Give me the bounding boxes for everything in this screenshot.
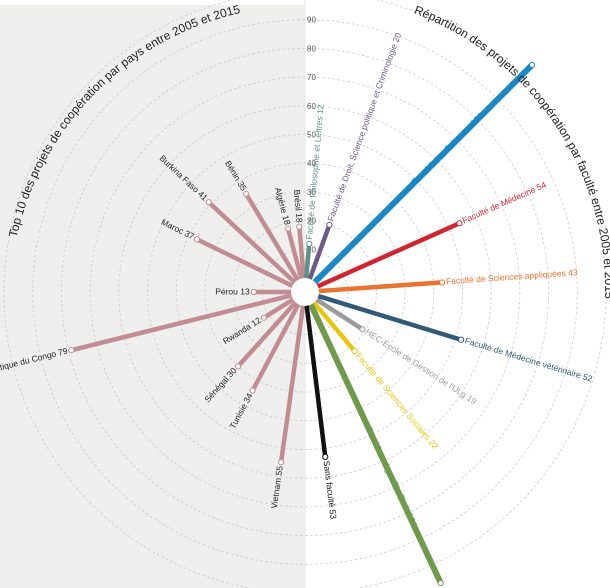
- bar-label: Sans faculté 53: [322, 460, 339, 520]
- bar: [311, 300, 357, 353]
- bar: [278, 304, 306, 463]
- bar-group: Faculté de Médecine 54: [315, 179, 548, 289]
- bar-end-marker: [306, 240, 313, 247]
- grid-circle: [32, 19, 578, 565]
- bar-group: Pérou 13: [215, 286, 292, 296]
- bar-end-marker: [249, 387, 256, 394]
- left-half-background: [0, 5, 305, 588]
- tick-label: 10: [307, 245, 316, 254]
- grid-circle: [3, 0, 607, 588]
- bar-group: Sans faculté 53: [304, 304, 339, 520]
- bar: [307, 224, 332, 281]
- bar: [312, 62, 535, 285]
- bar-label: Faculté de Philosophie et Lettres 12: [304, 104, 326, 240]
- bar: [316, 293, 462, 342]
- bar-end-marker: [437, 579, 444, 587]
- bar-end-marker: [205, 199, 212, 206]
- tick-label: 90: [307, 16, 316, 25]
- bar-end-marker: [68, 347, 75, 354]
- bar-end-marker: [250, 288, 257, 296]
- tick-label: 70: [307, 73, 316, 82]
- bar: [195, 237, 295, 289]
- bar-group: Gembloux Agro-Bio Tech 104: [307, 302, 444, 587]
- bar-end-marker: [458, 336, 465, 343]
- bar-label: Faculté de Sciences appliquées 43: [446, 267, 578, 286]
- bar-label: Brésil 18: [292, 189, 305, 223]
- bar: [314, 297, 364, 332]
- tick-label: 40: [307, 159, 316, 168]
- tick-label: 60: [307, 102, 316, 111]
- bar: [315, 221, 461, 289]
- tick-label: 20: [307, 217, 316, 226]
- bar-label: Pérou 13: [215, 286, 250, 296]
- bar-end-marker: [326, 221, 333, 229]
- bar-label: Faculté des Sciences 108: [409, 110, 485, 186]
- bar-end-marker: [438, 279, 446, 286]
- bar-end-marker: [284, 225, 292, 232]
- bar-end-marker: [234, 363, 242, 370]
- bar: [317, 280, 443, 294]
- tick-label: 80: [307, 44, 316, 53]
- bar: [304, 304, 328, 458]
- tick-label: 50: [307, 131, 316, 140]
- bar: [236, 300, 298, 368]
- bar: [285, 227, 304, 281]
- bar-label: Faculté de Médecine vétérinaire 52: [464, 335, 594, 383]
- bar-end-marker: [351, 347, 358, 355]
- bar-group: Faculté de Médecine vétérinaire 52: [316, 293, 594, 384]
- bar-group: HEC-Ecole de Gestion de l'ULg 19: [314, 297, 479, 406]
- bar: [303, 243, 312, 280]
- bar: [262, 296, 296, 320]
- bar-end-marker: [528, 61, 536, 69]
- bar-end-marker: [242, 190, 250, 197]
- bar: [244, 192, 301, 283]
- bar: [307, 302, 444, 585]
- bar-end-marker: [296, 223, 303, 230]
- bar-end-marker: [260, 314, 268, 321]
- bar-end-marker: [456, 220, 463, 227]
- bar-group: Brésil 18: [292, 189, 307, 280]
- tick-label: 30: [307, 188, 316, 197]
- bar: [207, 200, 298, 285]
- bar-label: Gembloux Agro-Bio Tech 104: [364, 424, 420, 529]
- bar-group: Faculté de Sciences Sociales 22: [311, 300, 441, 451]
- bar-end-marker: [193, 236, 201, 243]
- center-hub: [291, 278, 319, 306]
- bar: [250, 302, 301, 392]
- bar: [297, 226, 307, 280]
- bar-end-marker: [322, 453, 329, 460]
- bar-label: Faculté de Médecine 54: [461, 179, 548, 225]
- bar-end-marker: [277, 459, 285, 466]
- bar: [70, 292, 293, 353]
- scale-tick-labels: 102030405060708090100: [307, 16, 316, 255]
- bar-end-marker: [359, 326, 366, 333]
